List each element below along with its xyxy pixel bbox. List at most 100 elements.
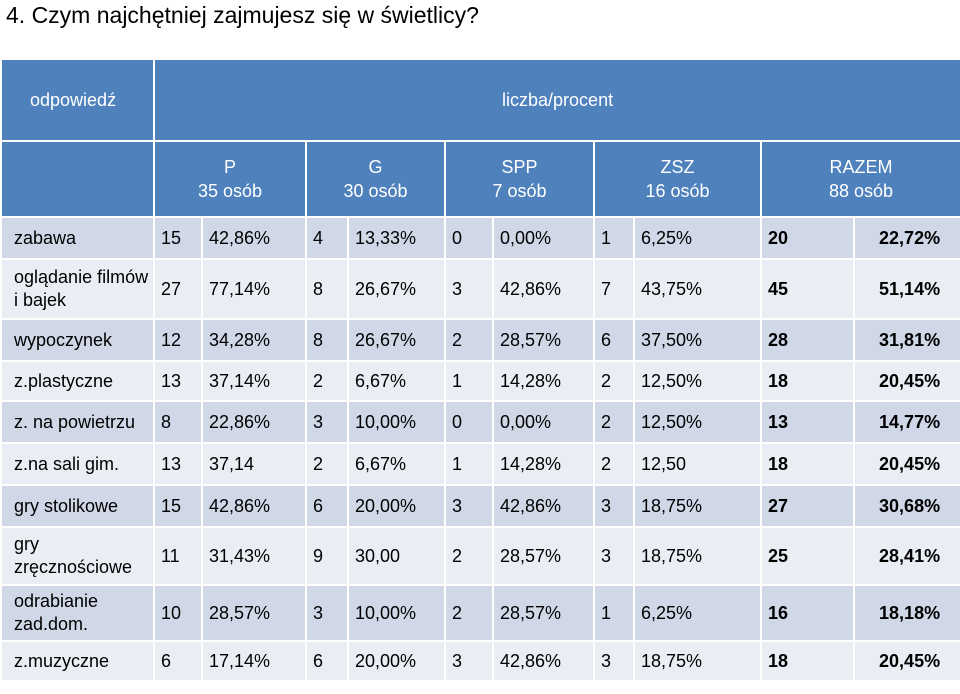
total-percent: 22,72% bbox=[852, 216, 960, 260]
total-count: 18 bbox=[760, 442, 855, 486]
g-count: 6 bbox=[305, 484, 349, 528]
zsz-percent: 6,25% bbox=[633, 584, 762, 642]
table-row: z. na powietrzu 8 22,86% 3 10,00% 0 0,00% 2 12,5… bbox=[0, 400, 960, 444]
g-count: 4 bbox=[305, 216, 349, 260]
table-row: wypoczynek 12 34,28% 8 26,67% 2 28,57% 6 37,50% 2… bbox=[0, 318, 960, 362]
zsz-percent: 12,50% bbox=[633, 400, 762, 444]
spp-percent: 42,86% bbox=[492, 258, 595, 320]
zsz-count: 7 bbox=[593, 258, 635, 320]
p-percent: 22,86% bbox=[201, 400, 307, 444]
row-label: z.na sali gim. bbox=[0, 442, 155, 486]
table-row: odrabianie zad.dom. 10 28,57% 3 10,00% 2 28,57… bbox=[0, 584, 960, 642]
empty-header-cell bbox=[0, 140, 155, 218]
spp-count: 0 bbox=[444, 400, 494, 444]
group-name: SPP bbox=[501, 157, 538, 177]
g-percent: 20,00% bbox=[347, 484, 446, 528]
total-count: 45 bbox=[760, 258, 855, 320]
spp-percent: 42,86% bbox=[492, 484, 595, 528]
p-percent: 37,14 bbox=[201, 442, 307, 486]
row-label: odrabianie zad.dom. bbox=[0, 584, 155, 642]
g-count: 2 bbox=[305, 442, 349, 486]
p-percent: 42,86% bbox=[201, 484, 307, 528]
group-header-p: P 35 osób bbox=[153, 140, 307, 218]
group-header-zsz: ZSZ 16 osób bbox=[593, 140, 762, 218]
group-name: P bbox=[223, 157, 236, 177]
group-name: RAZEM bbox=[829, 157, 893, 177]
table-row: zabawa 15 42,86% 4 13,33% 0 0,00% 1 6,25% 20 22,72… bbox=[0, 216, 960, 260]
g-percent: 6,67% bbox=[347, 442, 446, 486]
p-count: 12 bbox=[153, 318, 203, 362]
total-count: 16 bbox=[760, 584, 855, 642]
total-percent: 14,77% bbox=[852, 400, 960, 444]
p-count: 13 bbox=[153, 442, 203, 486]
spp-percent: 28,57% bbox=[492, 584, 595, 642]
total-percent: 31,81% bbox=[852, 318, 960, 362]
g-count: 6 bbox=[305, 640, 349, 682]
total-count: 18 bbox=[760, 360, 855, 402]
p-count: 11 bbox=[153, 526, 203, 586]
spp-count: 0 bbox=[444, 216, 494, 260]
spp-count: 1 bbox=[444, 360, 494, 402]
page-title: 4. Czym najchętniej zajmujesz się w świe… bbox=[6, 2, 479, 28]
total-percent: 30,68% bbox=[852, 484, 960, 528]
header-row-top: odpowiedź liczba/procent bbox=[0, 58, 960, 142]
p-percent: 31,43% bbox=[201, 526, 307, 586]
p-count: 8 bbox=[153, 400, 203, 444]
total-count: 28 bbox=[760, 318, 855, 362]
group-name: G bbox=[368, 157, 383, 177]
p-count: 13 bbox=[153, 360, 203, 402]
g-count: 3 bbox=[305, 400, 349, 444]
zsz-percent: 18,75% bbox=[633, 526, 762, 586]
zsz-percent: 18,75% bbox=[633, 640, 762, 682]
total-count: 18 bbox=[760, 640, 855, 682]
row-label: gry stolikowe bbox=[0, 484, 155, 528]
g-count: 2 bbox=[305, 360, 349, 402]
row-label: wypoczynek bbox=[0, 318, 155, 362]
p-count: 15 bbox=[153, 484, 203, 528]
g-percent: 10,00% bbox=[347, 400, 446, 444]
total-count: 27 bbox=[760, 484, 855, 528]
zsz-percent: 12,50% bbox=[633, 360, 762, 402]
answer-header: odpowiedź bbox=[0, 58, 155, 142]
spp-count: 3 bbox=[444, 258, 494, 320]
zsz-count: 2 bbox=[593, 360, 635, 402]
total-count: 13 bbox=[760, 400, 855, 444]
table-row: gry stolikowe 15 42,86% 6 20,00% 3 42,86% 3 18,7… bbox=[0, 484, 960, 528]
spp-percent: 0,00% bbox=[492, 216, 595, 260]
g-count: 8 bbox=[305, 318, 349, 362]
p-count: 10 bbox=[153, 584, 203, 642]
row-label: z.plastyczne bbox=[0, 360, 155, 402]
table-row: oglądanie filmów i bajek 27 77,14% 8 26,67% 3… bbox=[0, 258, 960, 320]
zsz-count: 3 bbox=[593, 484, 635, 528]
spp-percent: 42,86% bbox=[492, 640, 595, 682]
spp-percent: 14,28% bbox=[492, 360, 595, 402]
survey-table: odpowiedź liczba/procent P 35 osób G 30 os… bbox=[0, 58, 960, 694]
g-percent: 13,33% bbox=[347, 216, 446, 260]
total-percent: 20,45% bbox=[852, 442, 960, 486]
row-label: gry zręcznościowe bbox=[0, 526, 155, 586]
total-percent: 51,14% bbox=[852, 258, 960, 320]
zsz-count: 6 bbox=[593, 318, 635, 362]
spp-percent: 0,00% bbox=[492, 400, 595, 444]
zsz-count: 2 bbox=[593, 442, 635, 486]
row-label: oglądanie filmów i bajek bbox=[0, 258, 155, 320]
g-count: 9 bbox=[305, 526, 349, 586]
g-percent: 6,67% bbox=[347, 360, 446, 402]
g-percent: 20,00% bbox=[347, 640, 446, 682]
group-header-spp: SPP 7 osób bbox=[444, 140, 595, 218]
p-count: 27 bbox=[153, 258, 203, 320]
g-count: 8 bbox=[305, 258, 349, 320]
spp-percent: 28,57% bbox=[492, 318, 595, 362]
table-row: z.plastyczne 13 37,14% 2 6,67% 1 14,28% 2 12,50%… bbox=[0, 360, 960, 402]
g-count: 3 bbox=[305, 584, 349, 642]
g-percent: 26,67% bbox=[347, 258, 446, 320]
spp-count: 2 bbox=[444, 318, 494, 362]
zsz-count: 1 bbox=[593, 216, 635, 260]
total-percent: 20,45% bbox=[852, 360, 960, 402]
spp-count: 3 bbox=[444, 484, 494, 528]
header-row-groups: P 35 osób G 30 osób SPP 7 osób ZSZ 16 osób R… bbox=[0, 140, 960, 218]
p-percent: 17,14% bbox=[201, 640, 307, 682]
spp-count: 1 bbox=[444, 442, 494, 486]
group-count: 16 osób bbox=[645, 181, 710, 201]
table-row: z.muzyczne 6 17,14% 6 20,00% 3 42,86% 3 18,75% 18… bbox=[0, 640, 960, 682]
